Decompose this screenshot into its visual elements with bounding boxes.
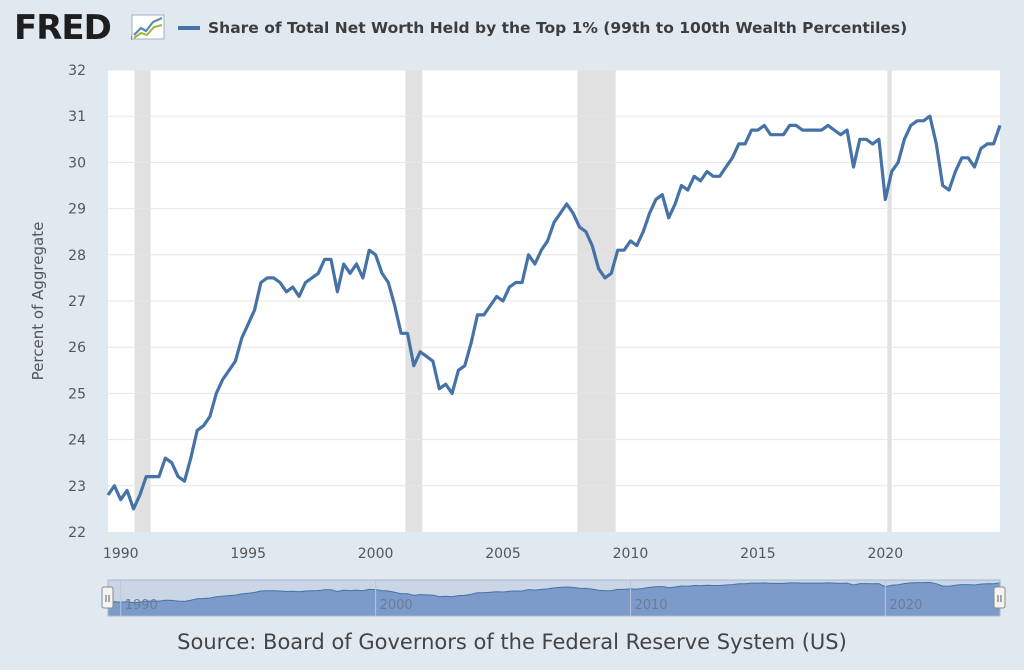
x-tick-label: 2015 [740,546,776,562]
y-tick-label: 24 [68,433,86,449]
navigator-right-handle-grip: II [997,594,1003,605]
navigator-series-area [107,581,1001,617]
x-tick-label: 2000 [358,546,394,562]
y-tick-label: 23 [68,479,86,495]
y-tick-label: 25 [68,386,86,402]
fred-registered-mark: ® [131,34,133,42]
y-tick-label: 27 [68,294,86,310]
x-tick-label: 1995 [230,546,266,562]
y-axis-ticks: 22 23 24 25 26 27 28 29 30 31 32 [68,63,86,541]
y-tick-label: 30 [68,155,86,171]
gridlines [108,69,1000,487]
y-tick-label: 29 [68,202,86,218]
fred-logo[interactable]: FRED ® [14,8,174,48]
range-navigator[interactable]: 1990 2000 2010 2020 II II [101,579,1006,617]
x-tick-label: 2010 [613,546,649,562]
navigator-left-handle-grip: II [105,594,111,605]
legend-line-swatch [178,26,200,30]
navigator-right-handle[interactable]: II [993,586,1006,609]
y-tick-label: 22 [68,525,86,541]
navigator-ticks: 1990 2000 2010 2020 [120,580,922,616]
navigator-left-handle[interactable]: II [101,586,114,609]
navigator-tick-label: 2020 [889,598,922,613]
x-tick-label: 2020 [867,546,903,562]
x-tick-label: 1990 [103,546,139,562]
y-tick-label: 28 [68,248,86,264]
source-note: Source: Board of Governors of the Federa… [177,630,847,654]
x-axis-ticks: 1990 1995 2000 2005 2010 2015 2020 [103,546,903,562]
series-line[interactable] [106,114,1002,511]
navigator-tick-label: 1990 [125,598,158,613]
navigator-tick-label: 2010 [634,598,667,613]
fred-logo-graph-icon: ® [131,14,165,42]
chart-legend[interactable]: Share of Total Net Worth Held by the Top… [178,14,907,42]
navigator-tick-label: 2000 [380,598,413,613]
x-tick-label: 2005 [485,546,521,562]
y-axis-label: Percent of Aggregate [29,222,47,381]
chart-canvas: 22 23 24 25 26 27 28 29 30 31 32 1990 1995 2000 2005 2… [29,63,1006,617]
y-tick-label: 26 [68,340,86,356]
y-tick-label: 31 [68,109,86,125]
y-tick-label: 32 [68,63,86,79]
fred-logo-text: FRED [14,8,112,48]
legend-series-label: Share of Total Net Worth Held by the Top… [208,19,908,37]
chart-header: FRED ® Share of Total Net Worth Held by … [0,0,1024,56]
